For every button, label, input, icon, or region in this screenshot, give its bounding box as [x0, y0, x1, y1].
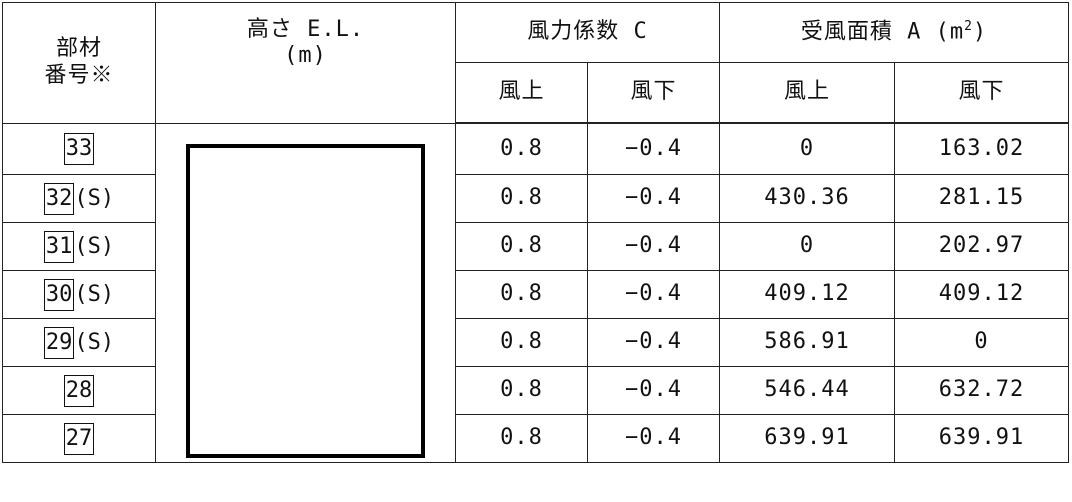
coef-upwind-cell: 0.8: [455, 122, 588, 175]
header-row-1: 部材 番号※ 高さ E.L. (m) 風力係数 C 受風面積 A (m2): [2, 2, 1069, 124]
coef-downwind-cell: −0.4: [587, 122, 720, 175]
area-downwind-cell: 163.02: [894, 122, 1069, 175]
elevation-header-line2: (m): [284, 43, 327, 69]
member-number-box: 31: [43, 230, 75, 263]
member-suffix: (S): [74, 185, 115, 211]
member-number-cell: 33: [2, 122, 156, 175]
coef-downwind-cell: −0.4: [587, 414, 720, 463]
coef-upwind-header: 風上: [455, 62, 588, 124]
area-downwind-cell: 639.91: [894, 414, 1069, 463]
area-upwind-cell: 586.91: [719, 318, 895, 367]
area-upwind-cell: 0: [719, 122, 895, 175]
member-number-cell: 32(S): [2, 174, 156, 223]
elevation-cell: [155, 122, 456, 463]
table-row: 27 0.8 −0.4 639.91 639.91: [2, 414, 1069, 463]
member-number-box: 33: [63, 132, 95, 165]
coef-upwind-cell: 0.8: [455, 174, 588, 223]
area-downwind-cell: 0: [894, 318, 1069, 367]
member-number-box: 29: [43, 326, 75, 359]
member-number-header-line2: 番号※: [44, 62, 114, 88]
coef-downwind-cell: −0.4: [587, 174, 720, 223]
area-downwind-cell: 281.15: [894, 174, 1069, 223]
wind-area-header: 受風面積 A (m2): [719, 2, 1069, 63]
member-number-box: 32: [43, 182, 75, 215]
table-row: 29(S) 0.8 −0.4 586.91 0: [2, 318, 1069, 367]
coef-upwind-cell: 0.8: [455, 318, 588, 367]
coef-downwind-header: 風下: [587, 62, 720, 124]
member-number-header-line1: 部材: [55, 36, 102, 62]
coef-downwind-cell: −0.4: [587, 270, 720, 319]
member-suffix: (S): [74, 281, 115, 307]
coef-upwind-cell: 0.8: [455, 222, 588, 271]
table-row: 31(S) 0.8 −0.4 0 202.97: [2, 222, 1069, 271]
coef-upwind-cell: 0.8: [455, 366, 588, 415]
member-suffix: (S): [74, 329, 115, 355]
member-number-cell: 27: [2, 414, 156, 463]
member-number-box: 28: [63, 374, 95, 407]
area-upwind-cell: 430.36: [719, 174, 895, 223]
member-suffix: (S): [74, 233, 115, 259]
area-downwind-cell: 409.12: [894, 270, 1069, 319]
area-downwind-cell: 632.72: [894, 366, 1069, 415]
wind-coefficient-header: 風力係数 C: [455, 2, 720, 63]
table-row: 30(S) 0.8 −0.4 409.12 409.12: [2, 270, 1069, 319]
area-downwind-header: 風下: [894, 62, 1069, 124]
area-upwind-cell: 409.12: [719, 270, 895, 319]
coef-downwind-cell: −0.4: [587, 222, 720, 271]
header-row-2: 風上 風下 風上 風下: [3, 62, 1069, 124]
member-number-cell: 28: [2, 366, 156, 415]
wind-load-table: 部材 番号※ 高さ E.L. (m) 風力係数 C 受風面積 A (m2) 風上…: [2, 2, 1069, 463]
area-upwind-cell: 0: [719, 222, 895, 271]
elevation-header-line1: 高さ E.L.: [246, 17, 365, 42]
table-row: 33 0.8 −0.4 0 163.02: [2, 122, 1069, 463]
area-upwind-cell: 639.91: [719, 414, 895, 463]
member-number-cell: 30(S): [2, 270, 156, 319]
table-row: 32(S) 0.8 −0.4 430.36 281.15: [2, 174, 1069, 223]
member-number-box: 27: [63, 422, 95, 455]
area-upwind-header: 風上: [719, 62, 895, 124]
elevation-header: 高さ E.L. (m): [155, 2, 456, 124]
coef-upwind-cell: 0.8: [455, 414, 588, 463]
coef-downwind-cell: −0.4: [587, 366, 720, 415]
coef-downwind-cell: −0.4: [587, 318, 720, 367]
wind-area-header-close: ): [972, 19, 988, 45]
member-number-cell: 29(S): [2, 318, 156, 367]
redaction-box: [186, 143, 425, 458]
area-downwind-cell: 202.97: [894, 222, 1069, 271]
member-number-cell: 31(S): [2, 222, 156, 271]
wind-area-header-sup: 2: [964, 19, 973, 35]
area-upwind-cell: 546.44: [719, 366, 895, 415]
member-number-header: 部材 番号※: [2, 2, 156, 124]
wind-area-header-text: 受風面積 A (m: [800, 19, 965, 45]
coef-upwind-cell: 0.8: [455, 270, 588, 319]
member-number-box: 30: [43, 278, 75, 311]
